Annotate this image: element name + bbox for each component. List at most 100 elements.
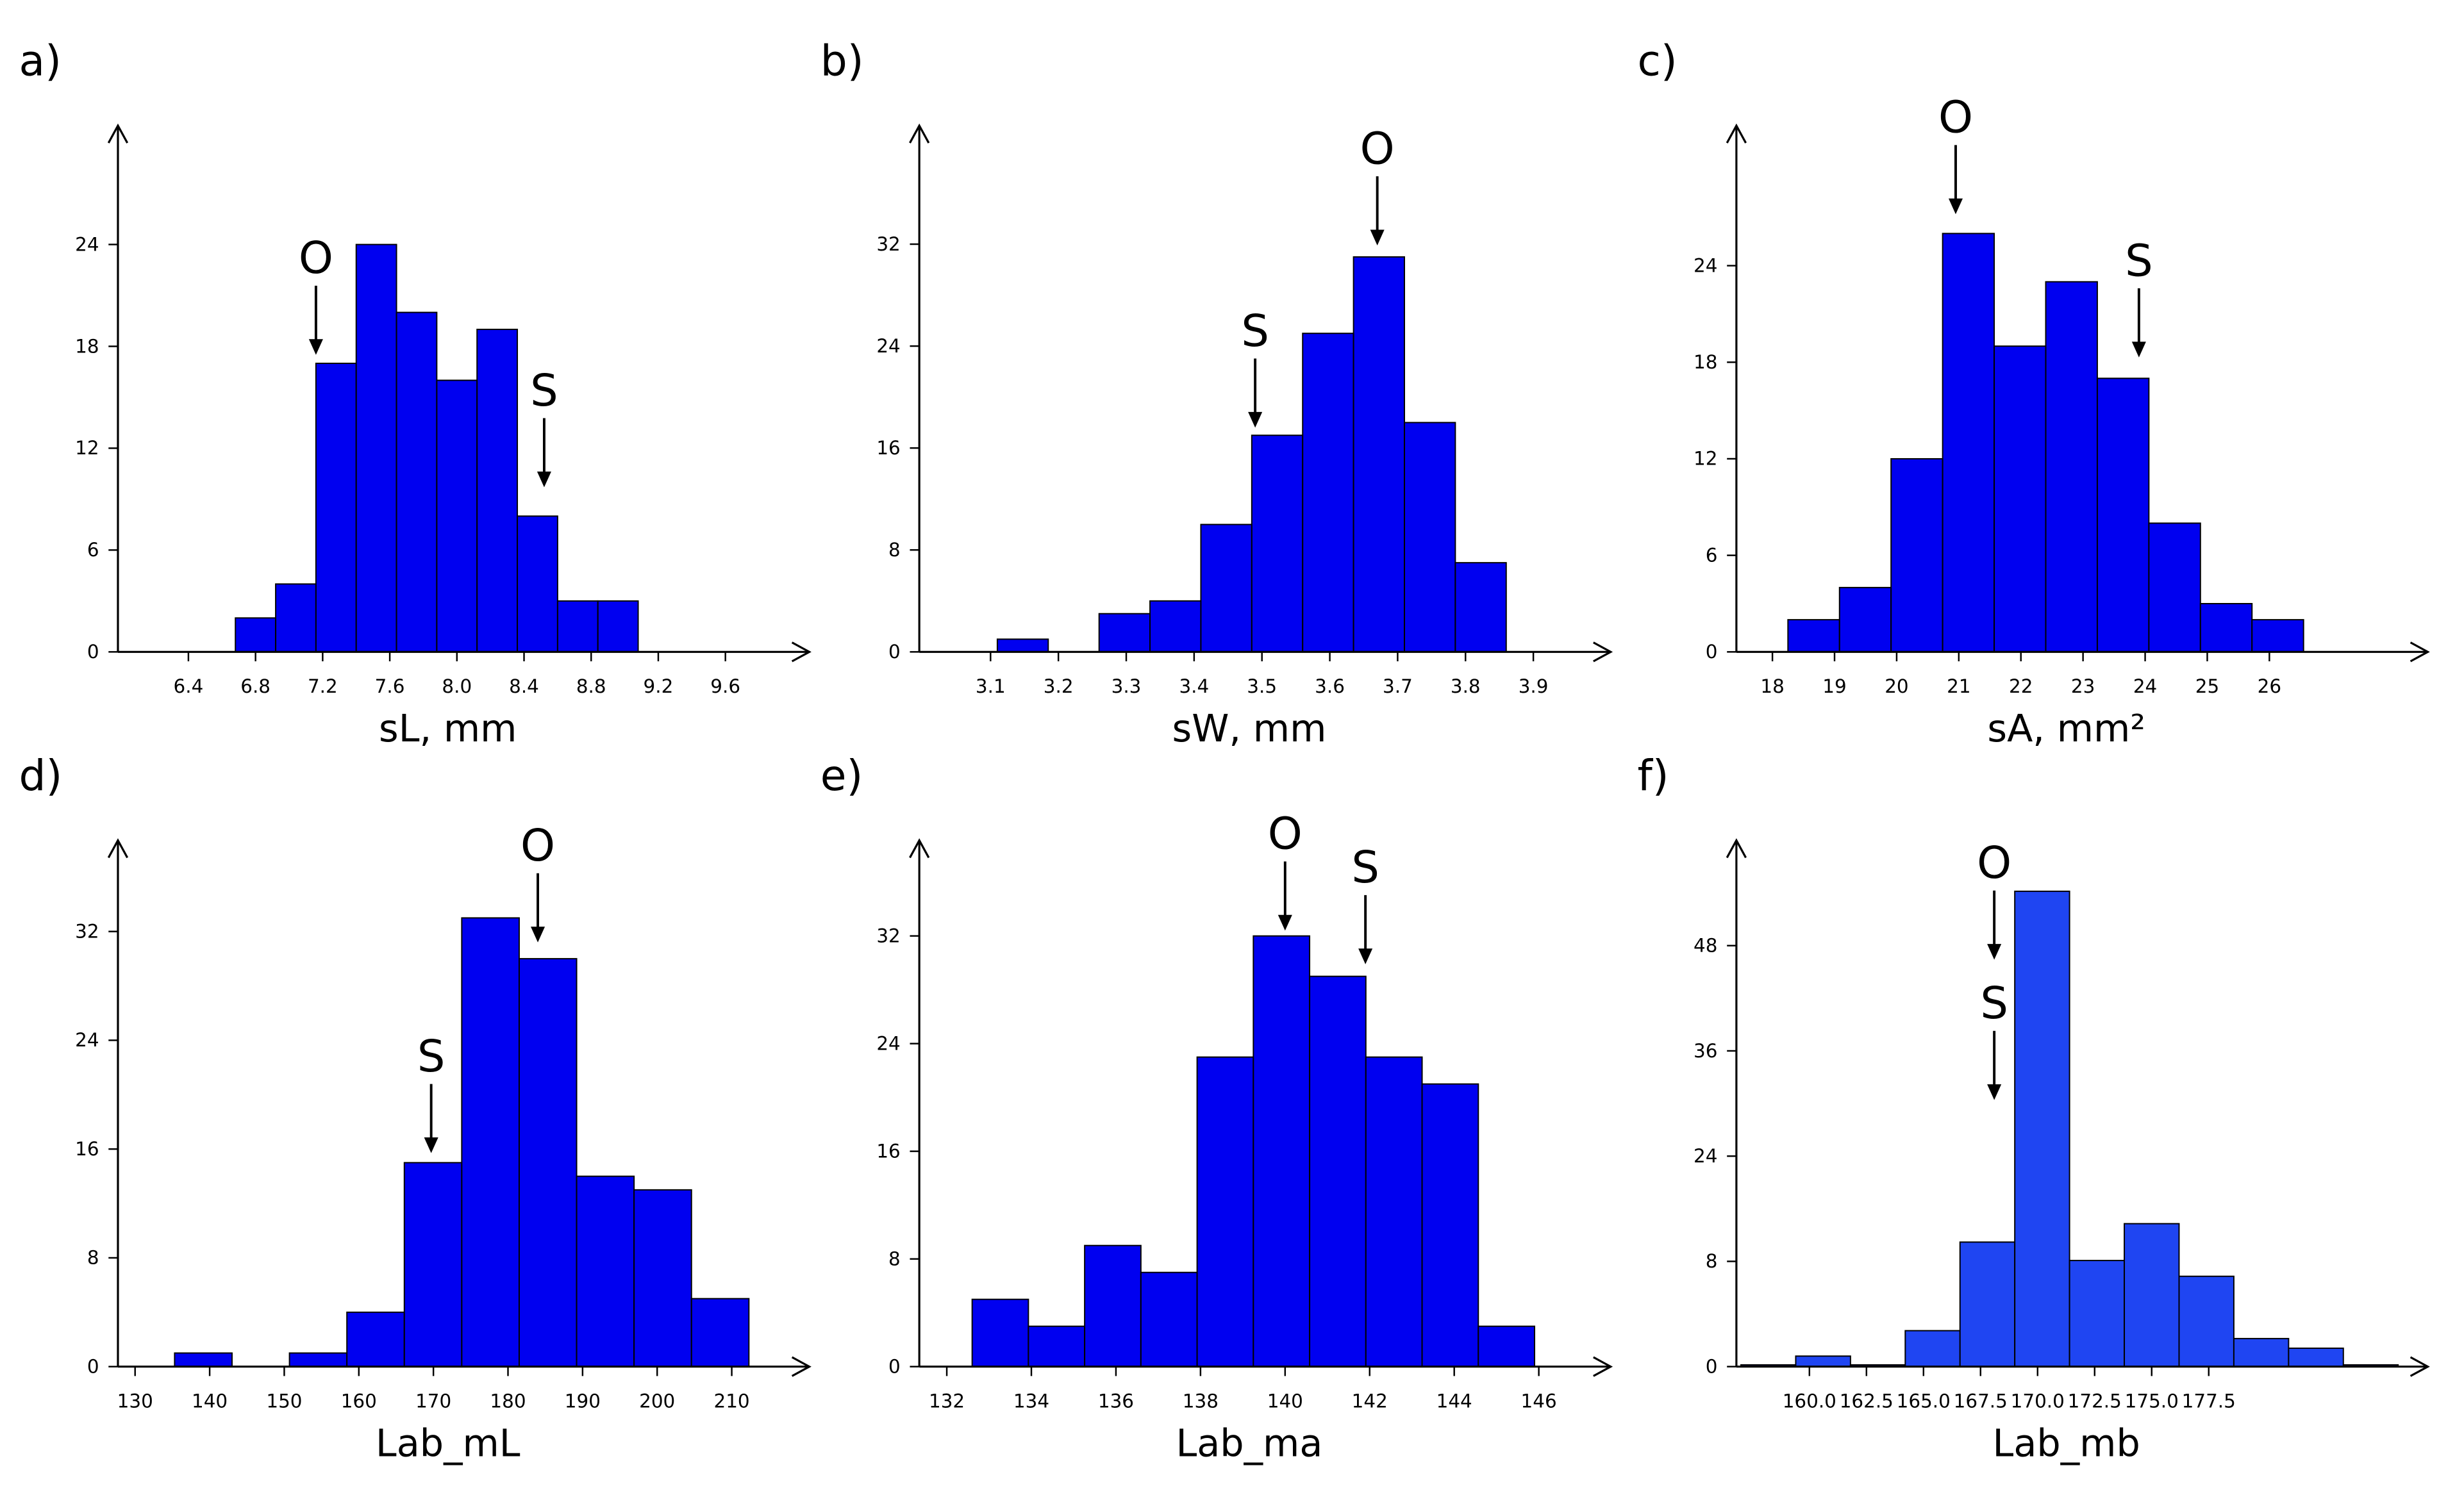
x-axis-arrow (1593, 641, 1613, 663)
bar (690, 1298, 750, 1367)
arrow-head (1948, 198, 1963, 215)
bar (1365, 1056, 1423, 1367)
x-axis-label: sA, mm² (1987, 706, 2145, 750)
bar (436, 379, 478, 653)
x-tick-label: 9.6 (710, 675, 740, 697)
annotation-label: O (520, 820, 555, 871)
bar (315, 362, 357, 653)
arrow-head (2131, 342, 2146, 358)
bar (2178, 1275, 2235, 1367)
x-tick-label: 24 (2133, 675, 2157, 697)
x-tick-label: 177.5 (2182, 1390, 2236, 1412)
annotation-label: O (1977, 838, 2011, 889)
bar (476, 329, 519, 653)
bar (1787, 619, 1840, 653)
x-tick-label: 175.0 (2125, 1390, 2179, 1412)
x-tick-label: 18 (1760, 675, 1784, 697)
x-axis-arrow (2410, 641, 2430, 663)
x-axis-arrow (2410, 1356, 2430, 1377)
bar (1253, 935, 1311, 1367)
bar (597, 600, 639, 653)
x-tick-label: 8.4 (509, 675, 539, 697)
bar (1404, 422, 1456, 653)
x-tick-label: 3.5 (1247, 675, 1277, 697)
annotation-label: O (299, 233, 333, 284)
bar (517, 515, 558, 653)
x-tick-label: 6.8 (240, 675, 271, 697)
x-tick-label: 19 (1822, 675, 1846, 697)
bar (518, 958, 578, 1367)
bar (1196, 1056, 1254, 1367)
bar (2148, 522, 2201, 653)
y-tick-label: 32 (876, 925, 900, 946)
y-tick-label: 0 (87, 641, 99, 663)
annotation-label: S (417, 1031, 445, 1082)
x-tick-label: 22 (2009, 675, 2033, 697)
y-tick-label: 24 (75, 1029, 99, 1051)
x-tick-label: 136 (1098, 1390, 1134, 1412)
y-axis-arrow (909, 838, 930, 859)
bar (288, 1352, 348, 1367)
y-tick-label: 12 (75, 437, 99, 459)
x-tick-label: 160 (341, 1390, 377, 1412)
arrow-head (1248, 411, 1263, 428)
arrow-head (424, 1137, 438, 1153)
y-axis-arrow (1726, 838, 1747, 859)
bar (403, 1162, 463, 1367)
bar (395, 311, 438, 653)
x-tick-label: 190 (565, 1390, 601, 1412)
x-tick-label: 170 (415, 1390, 451, 1412)
y-tick-label: 18 (75, 335, 99, 357)
annotation-label: O (1360, 124, 1395, 175)
y-tick-label: 0 (888, 641, 901, 663)
x-axis-label: Lab_mb (1993, 1421, 2140, 1465)
bar (2251, 619, 2304, 653)
x-axis-arrow (791, 641, 812, 663)
x-axis-arrow (1593, 1356, 1613, 1377)
y-tick-label: 16 (876, 437, 900, 459)
y-tick-label: 24 (876, 335, 900, 357)
bar (1959, 1241, 2016, 1367)
bar (1795, 1355, 1851, 1367)
bar (461, 917, 520, 1367)
x-axis-arrow (791, 1356, 812, 1377)
x-tick-label: 6.4 (174, 675, 204, 697)
x-tick-label: 3.3 (1111, 675, 1142, 697)
y-tick-label: 0 (87, 1356, 99, 1378)
arrow-head (1358, 948, 1373, 964)
x-tick-label: 150 (266, 1390, 302, 1412)
bar (2096, 377, 2150, 653)
y-tick-label: 48 (1694, 935, 1717, 957)
x-tick-label: 140 (1267, 1390, 1303, 1412)
bar (1309, 975, 1367, 1367)
x-tick-label: 7.6 (375, 675, 405, 697)
y-tick-label: 24 (1694, 254, 1717, 276)
bar (2233, 1337, 2290, 1367)
x-tick-label: 23 (2071, 675, 2095, 697)
bar (1904, 1330, 1961, 1367)
bar (1838, 586, 1892, 653)
x-tick-label: 162.5 (1840, 1390, 1894, 1412)
y-tick-label: 8 (888, 1248, 901, 1269)
x-axis-label: sL, mm (379, 706, 517, 750)
x-tick-label: 140 (192, 1390, 228, 1412)
x-tick-label: 21 (1947, 675, 1970, 697)
x-tick-label: 7.2 (308, 675, 338, 697)
bar (1994, 345, 2047, 653)
y-tick-label: 24 (1694, 1145, 1717, 1167)
y-tick-label: 32 (876, 233, 900, 255)
x-tick-label: 8.8 (576, 675, 606, 697)
y-tick-label: 12 (1694, 448, 1717, 470)
x-tick-label: 134 (1013, 1390, 1049, 1412)
bar (2069, 1260, 2126, 1367)
bar (1251, 434, 1304, 653)
y-tick-label: 36 (1694, 1040, 1717, 1062)
panel-label: c) (1637, 37, 1677, 86)
x-tick-label: 9.2 (644, 675, 674, 697)
x-tick-label: 167.5 (1954, 1390, 2008, 1412)
bar (1478, 1325, 1536, 1367)
arrow-head (1370, 229, 1385, 246)
y-tick-label: 6 (87, 539, 99, 561)
x-tick-label: 146 (1521, 1390, 1557, 1412)
